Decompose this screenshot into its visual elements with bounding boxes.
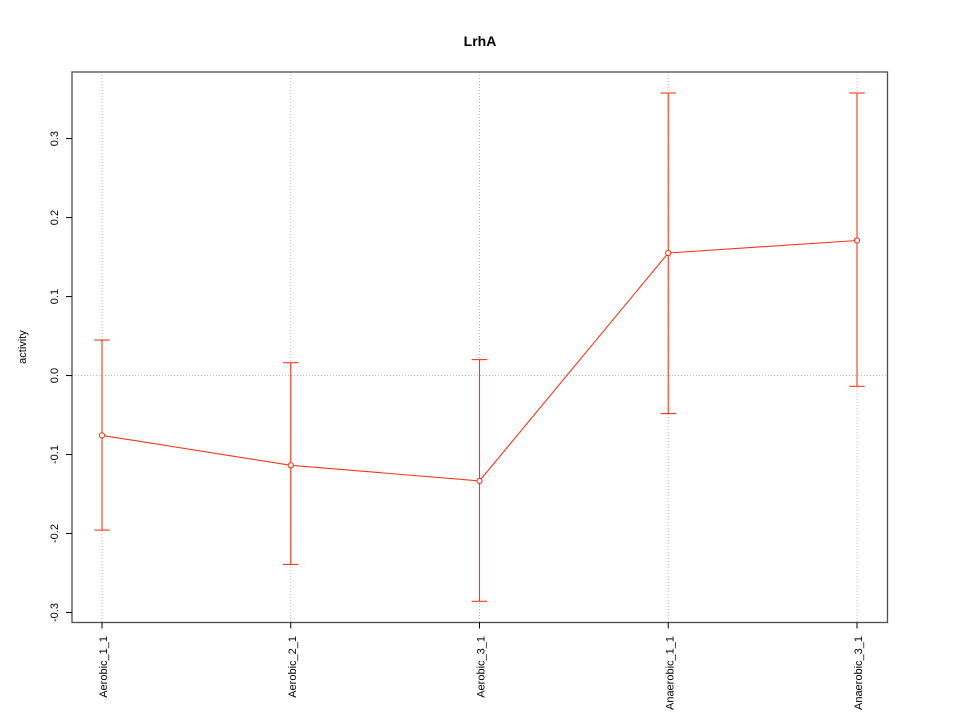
svg-text:0.1: 0.1 [49,289,61,304]
svg-text:activity: activity [17,330,29,364]
svg-text:0.2: 0.2 [49,210,61,225]
svg-text:-0.3: -0.3 [49,603,61,622]
svg-text:Aerobic_3_1: Aerobic_3_1 [476,636,488,698]
svg-text:Aerobic_1_1: Aerobic_1_1 [98,636,110,698]
svg-text:Anaerobic_3_1: Anaerobic_3_1 [853,636,865,710]
svg-text:LrhA: LrhA [464,33,497,49]
svg-text:-0.2: -0.2 [49,524,61,543]
svg-text:0.3: 0.3 [49,131,61,146]
svg-text:-0.1: -0.1 [49,445,61,464]
svg-text:Aerobic_2_1: Aerobic_2_1 [287,636,299,698]
svg-text:Anaerobic_1_1: Anaerobic_1_1 [664,636,676,710]
svg-text:0.0: 0.0 [49,368,61,383]
